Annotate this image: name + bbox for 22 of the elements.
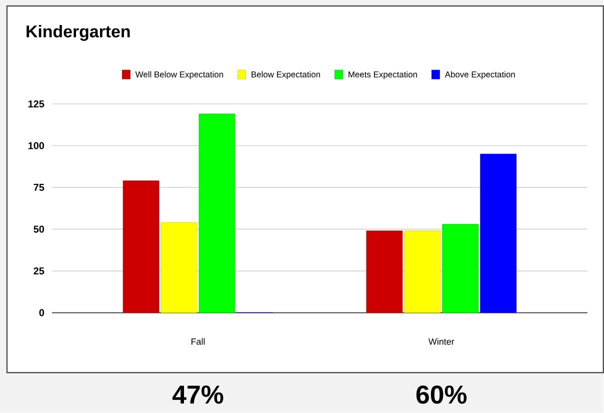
legend-label: Meets Expectation <box>348 71 417 80</box>
text: 47% <box>172 386 224 404</box>
bar <box>404 230 441 313</box>
x-tick-label: Fall <box>192 338 205 345</box>
bar <box>198 114 236 313</box>
bar <box>122 180 160 313</box>
y-tick-label: 75 <box>34 184 44 192</box>
bar <box>480 154 517 313</box>
y-tick-label: 100 <box>28 142 44 150</box>
legend-label: Above Expectation <box>444 71 515 80</box>
x-tick-label: Winter <box>428 338 454 345</box>
y-tick-label: 50 <box>34 226 44 233</box>
y-tick-label: 25 <box>34 268 44 275</box>
bar <box>160 222 198 313</box>
text: 60% <box>416 386 467 404</box>
bar <box>366 230 403 313</box>
y-tick-label: 0 <box>39 309 44 316</box>
legend-label: Below Expectation <box>252 71 320 80</box>
chart-title: Kindergarten <box>26 25 130 42</box>
bar <box>442 224 479 313</box>
legend-label: Well Below Expectation <box>135 71 224 80</box>
y-tick-label: 125 <box>28 100 44 108</box>
